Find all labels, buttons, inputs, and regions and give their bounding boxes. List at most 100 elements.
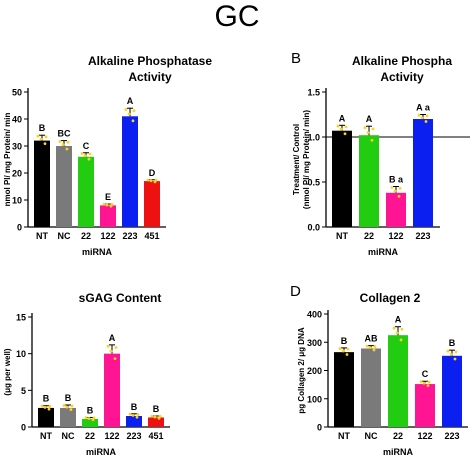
y-tick-label: 15 bbox=[16, 313, 26, 323]
data-point bbox=[149, 179, 153, 183]
bar-22 bbox=[388, 335, 408, 427]
data-point bbox=[87, 157, 91, 161]
data-point bbox=[84, 416, 88, 420]
significance-letter-122: C bbox=[422, 369, 429, 379]
y-tick-label: 10 bbox=[16, 349, 26, 359]
chart-title: sGAG Content bbox=[79, 291, 162, 305]
significance-letter-451: D bbox=[149, 168, 156, 178]
chart-sgag-content: sGAG Content 0 5 10 15 (μg per well) B NT B NC B 22… bbox=[3, 291, 170, 457]
significance-letter-223: A a bbox=[416, 103, 431, 113]
data-point bbox=[154, 178, 158, 182]
data-point bbox=[150, 414, 154, 418]
category-label-NC: NC bbox=[58, 231, 71, 241]
data-point bbox=[393, 189, 397, 193]
y-tick-label: 40 bbox=[12, 115, 22, 125]
y-tick-label: 0.0 bbox=[307, 223, 320, 233]
significance-letter-NT: B bbox=[341, 336, 348, 346]
data-point bbox=[124, 108, 128, 111]
data-point bbox=[69, 408, 73, 411]
category-label-223: 223 bbox=[444, 431, 459, 441]
significance-letter-122: E bbox=[105, 192, 111, 202]
category-label-122: 122 bbox=[388, 231, 403, 241]
data-point bbox=[92, 416, 96, 420]
data-point bbox=[39, 137, 43, 141]
category-label-122: 122 bbox=[100, 231, 115, 241]
bar-122 bbox=[386, 192, 406, 227]
data-point bbox=[454, 350, 458, 354]
data-point bbox=[102, 202, 106, 206]
category-label-122: 122 bbox=[417, 431, 432, 441]
data-point bbox=[420, 116, 424, 120]
data-point bbox=[131, 413, 135, 417]
y-tick-label: 0 bbox=[17, 223, 22, 233]
bar-22 bbox=[78, 156, 94, 227]
data-point bbox=[131, 119, 135, 123]
bar-122 bbox=[100, 205, 116, 227]
data-point bbox=[363, 126, 367, 130]
chart-alp-activity: Alkaline Phosphatase Activity 0 10 20 30 40 50 n… bbox=[3, 54, 212, 257]
bar-223 bbox=[413, 119, 433, 227]
data-point bbox=[400, 327, 404, 331]
data-point bbox=[62, 404, 66, 407]
data-point bbox=[344, 125, 348, 129]
data-point bbox=[83, 154, 87, 158]
category-label-NC: NC bbox=[365, 431, 378, 441]
data-point bbox=[40, 404, 44, 408]
significance-letter-NT: B bbox=[43, 394, 50, 404]
data-point bbox=[136, 413, 140, 416]
data-point bbox=[373, 345, 377, 348]
data-point bbox=[395, 331, 399, 335]
panel-label-b: B bbox=[291, 50, 302, 67]
bar-223 bbox=[442, 355, 462, 427]
data-point bbox=[339, 127, 343, 131]
y-axis-label: Treatment/ Control bbox=[292, 124, 301, 195]
x-axis-label: miRNA bbox=[383, 447, 414, 457]
y-tick-label: 5 bbox=[21, 386, 26, 396]
bar-223 bbox=[126, 416, 142, 427]
data-point bbox=[43, 405, 47, 409]
significance-letter-223: B bbox=[449, 338, 456, 348]
data-point bbox=[87, 417, 91, 420]
category-label-NT: NT bbox=[338, 431, 350, 441]
data-point bbox=[48, 404, 52, 408]
category-label-223: 223 bbox=[415, 231, 430, 241]
bar-NC bbox=[60, 407, 76, 427]
y-axis-label: nmol PI/ mg Protein/ min bbox=[3, 113, 12, 207]
data-point bbox=[114, 346, 118, 349]
data-point bbox=[392, 326, 396, 330]
significance-letter-22: A bbox=[395, 315, 402, 325]
y-tick-label: 50 bbox=[12, 88, 22, 98]
bar-451 bbox=[148, 417, 164, 427]
data-point bbox=[425, 114, 429, 118]
data-point bbox=[341, 349, 345, 353]
y-tick-label: 0.5 bbox=[307, 178, 320, 188]
data-point bbox=[36, 134, 40, 138]
x-axis-label: miRNA bbox=[82, 247, 113, 257]
data-point bbox=[158, 415, 162, 418]
significance-letter-NC: AB bbox=[365, 334, 378, 344]
data-point bbox=[153, 415, 157, 419]
y-tick-label: 1.0 bbox=[307, 133, 320, 143]
category-label-223: 223 bbox=[122, 231, 137, 241]
data-point bbox=[453, 357, 457, 361]
data-point bbox=[346, 347, 350, 351]
data-point bbox=[399, 338, 403, 342]
significance-letter-223: B bbox=[131, 402, 138, 412]
category-label-451: 451 bbox=[144, 231, 159, 241]
category-label-451: 451 bbox=[148, 431, 163, 441]
x-axis-label: miRNA bbox=[368, 247, 399, 257]
y-axis-label: (μg per well) bbox=[3, 348, 12, 395]
y-tick-label: 30 bbox=[12, 142, 22, 152]
data-point bbox=[426, 384, 430, 388]
data-point bbox=[427, 380, 431, 384]
data-point bbox=[132, 109, 136, 113]
y-tick-label: 20 bbox=[12, 169, 22, 179]
chart-title: Collagen 2 bbox=[360, 291, 421, 305]
bar-NC bbox=[361, 348, 381, 427]
data-point bbox=[397, 194, 401, 198]
data-point bbox=[366, 131, 370, 135]
data-point bbox=[65, 147, 69, 151]
data-point bbox=[135, 415, 139, 419]
bar-NT bbox=[332, 130, 352, 227]
data-point bbox=[338, 347, 342, 350]
